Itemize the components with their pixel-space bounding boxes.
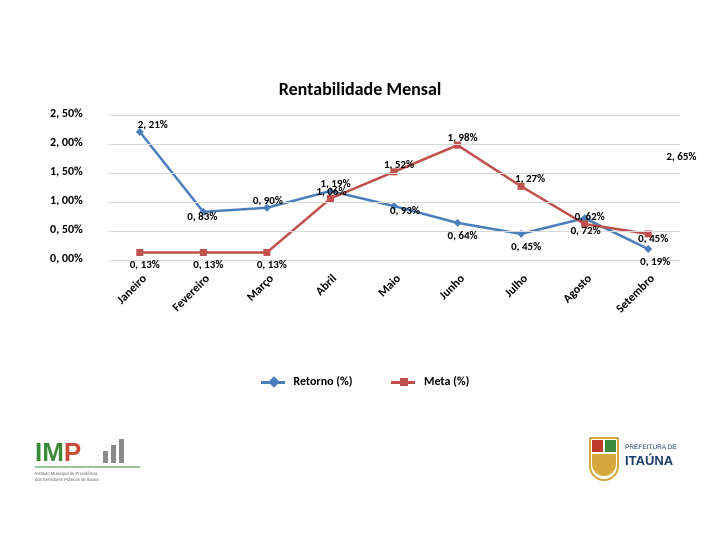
gridline	[108, 173, 680, 174]
chart-container: Retorno (%) Meta (%) 0, 00%0, 50%1, 00%1…	[50, 110, 680, 310]
gridline	[108, 144, 680, 145]
logo-imp: IMP Instituto Municipal de Previdência d…	[35, 437, 140, 485]
xtick-label: Maio	[352, 272, 404, 324]
data-label: 0, 13%	[247, 258, 297, 271]
data-label: 1, 98%	[438, 131, 488, 144]
svg-text:dos Servidores Públicos de Ita: dos Servidores Públicos de Itaúna	[35, 477, 99, 482]
chart-title: Rentabilidade Mensal	[0, 78, 720, 100]
xtick-label: Abril	[288, 272, 340, 324]
xtick-label: Julho	[479, 272, 531, 324]
marker	[644, 245, 652, 253]
data-label: 0, 72%	[561, 224, 611, 237]
data-label-extra: 2, 65%	[666, 150, 696, 163]
gridline	[108, 202, 680, 203]
data-label: 0, 45%	[628, 232, 678, 245]
legend: Retorno (%) Meta (%)	[50, 375, 680, 389]
xtick-label: Janeiro	[97, 272, 149, 324]
marker	[136, 249, 143, 256]
ytick-label: 2, 50%	[50, 107, 102, 121]
marker	[263, 249, 270, 256]
marker	[200, 249, 207, 256]
ytick-label: 2, 00%	[50, 136, 102, 150]
data-label: 0, 13%	[120, 258, 170, 271]
plot-area	[108, 115, 680, 260]
data-label: 2, 21%	[128, 118, 178, 131]
data-label: 0, 64%	[438, 229, 488, 242]
data-label: 0, 93%	[380, 204, 430, 217]
data-label: 0, 19%	[630, 255, 680, 268]
legend-item-meta: Meta (%)	[391, 375, 469, 389]
data-label: 0, 83%	[177, 210, 227, 223]
ytick-label: 1, 50%	[50, 165, 102, 179]
xtick-label: Agosto	[542, 272, 594, 324]
xtick-label: Setembro	[606, 272, 658, 324]
data-label: 0, 13%	[183, 258, 233, 271]
data-label: 1, 52%	[374, 158, 424, 171]
gridline	[108, 115, 680, 116]
legend-item-retorno: Retorno (%)	[261, 375, 353, 389]
svg-text:Instituto Municipal de Previdê: Instituto Municipal de Previdência	[35, 471, 98, 476]
legend-swatch-meta	[391, 381, 415, 384]
ytick-label: 0, 50%	[50, 223, 102, 237]
imp-text: IMP	[35, 437, 81, 467]
legend-label-meta: Meta (%)	[424, 375, 469, 389]
legend-label-retorno: Retorno (%)	[293, 375, 352, 389]
xtick-label: Junho	[415, 272, 467, 324]
data-label: 0, 90%	[243, 194, 293, 207]
legend-swatch-retorno	[261, 381, 285, 384]
itauna-line1: PREFEITURA DE	[625, 444, 677, 451]
data-label: 0, 62%	[565, 210, 615, 223]
ytick-label: 0, 00%	[50, 252, 102, 266]
xtick-label: Março	[224, 272, 276, 324]
xtick-label: Fevereiro	[161, 272, 213, 324]
data-label: 1, 06%	[306, 185, 356, 198]
logo-itauna: PREFEITURA DE ITAÚNA	[585, 433, 685, 488]
marker	[454, 219, 462, 227]
ytick-label: 1, 00%	[50, 194, 102, 208]
data-label: 1, 27%	[505, 172, 555, 185]
data-label: 0, 45%	[501, 240, 551, 253]
itauna-line2: ITAÚNA	[625, 453, 674, 468]
